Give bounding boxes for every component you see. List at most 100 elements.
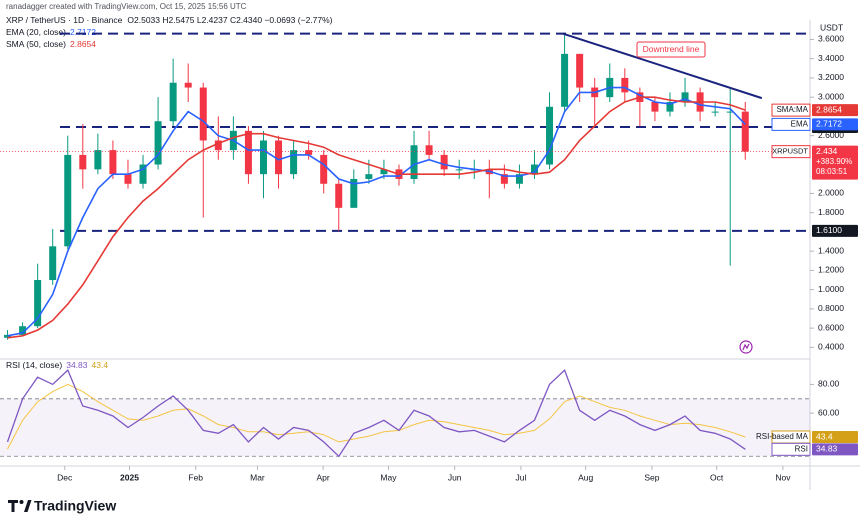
brand-logo-dot — [19, 500, 24, 504]
candle-body — [726, 111, 734, 113]
sma-legend: SMA (50, close) 2.8654 — [6, 39, 96, 49]
symbol-title: XRP / TetherUS · 1D · Binance O2.5033 H2.… — [6, 15, 333, 25]
candle-body — [365, 174, 373, 179]
rsi-value: 34.83 — [816, 444, 838, 454]
rsi-ma-value: 43.4 — [816, 431, 833, 441]
y-tick-label: 1.2000 — [818, 265, 844, 275]
last-value: 2.434 — [816, 146, 838, 156]
candle-body — [139, 164, 147, 184]
y-tick-label: 0.8000 — [818, 303, 844, 313]
candle-body — [290, 150, 298, 175]
x-tick-label: May — [380, 472, 397, 482]
last-name-box — [771, 145, 811, 159]
ema-legend: EMA (20, close) 2.7172 — [6, 27, 96, 37]
x-tick-label: 2025 — [120, 472, 139, 482]
x-tick-label: Mar — [250, 472, 265, 482]
last-countdown: 08:03:51 — [816, 167, 848, 176]
rsi-ma-tag: RSI-based MA — [756, 432, 809, 441]
ma-1-value: 2.8654 — [816, 104, 842, 114]
candle-body — [305, 150, 313, 155]
y-tick-label: 3.2000 — [818, 72, 844, 82]
last-name: XRPUSDT — [772, 147, 808, 156]
level-label: 1.6100 — [816, 225, 842, 235]
ohlc: O2.5033 H2.5475 L2.4237 C2.4340 −0.0693 … — [127, 15, 332, 25]
rsi-ma-value-box — [812, 431, 858, 444]
candle-body — [350, 178, 358, 208]
last-change: +383.90% — [816, 157, 852, 166]
ema-name: EMA (20, close) — [6, 27, 66, 37]
candle-body — [621, 77, 629, 93]
rsi-tag-box — [771, 442, 811, 456]
candle-body — [109, 150, 117, 175]
candle-body — [546, 106, 554, 165]
candle-body — [320, 154, 328, 184]
level-label-box — [812, 224, 858, 237]
y-tick-label: 3.0000 — [818, 91, 844, 101]
candle-body — [681, 92, 689, 102]
icon-mark — [742, 343, 750, 351]
icon-ring — [739, 340, 753, 354]
trendline-label-box — [636, 41, 706, 58]
candle-body — [184, 82, 192, 88]
brand: TradingView — [8, 498, 116, 514]
ma-line — [7, 96, 746, 339]
candle-body — [576, 53, 584, 88]
brand-logo-slash — [24, 500, 32, 512]
brand-name: TradingView — [34, 498, 116, 514]
y-tick-label: 0.4000 — [818, 342, 844, 352]
ma-line — [7, 86, 746, 337]
x-tick-label: Aug — [578, 472, 593, 482]
candle-body — [275, 140, 283, 175]
candle-body — [711, 111, 719, 113]
title: XRP / TetherUS · 1D · Binance — [6, 15, 123, 25]
candle-body — [651, 101, 659, 112]
candle-body — [214, 140, 222, 151]
attribution: ranadagger created with TradingView.com,… — [6, 2, 247, 11]
ma-0-tag-box — [771, 117, 811, 131]
brand-logo — [8, 500, 18, 512]
rsi-legend: RSI (14, close) 34.83 43.4 — [6, 360, 108, 370]
candle-body — [19, 326, 27, 335]
y-tick-label: 2.6000 — [818, 130, 844, 140]
candle-body — [4, 334, 12, 338]
y-tick-label: 0.6000 — [818, 322, 844, 332]
currency: USDT — [820, 22, 843, 32]
ema-last: 2.7172 — [70, 27, 96, 37]
rsi-name: RSI (14, close) — [6, 360, 62, 370]
candle-body — [335, 183, 343, 208]
x-tick-label: Jul — [515, 472, 526, 482]
x-tick-label: Jun — [448, 472, 462, 482]
ma-1-value-box — [812, 104, 858, 117]
candle-body — [380, 169, 388, 175]
x-tick-label: Nov — [775, 472, 791, 482]
candle-body — [64, 154, 72, 247]
candle-body — [154, 121, 162, 165]
candle-body — [259, 140, 267, 175]
candle-body — [515, 174, 523, 184]
candle-body — [455, 169, 463, 171]
candle-body — [124, 174, 132, 184]
x-tick-label: Oct — [710, 472, 724, 482]
y-tick-label: 1.0000 — [818, 284, 844, 294]
x-tick-label: Sep — [644, 472, 659, 482]
candle-body — [561, 53, 569, 107]
candle-body — [530, 164, 538, 175]
clock-icon — [739, 340, 753, 354]
candle-body — [79, 154, 87, 170]
candle-body — [49, 246, 57, 281]
candle-body — [666, 101, 674, 112]
rsi-ma-line — [7, 383, 746, 450]
rsi-tick-label: 60.00 — [818, 407, 840, 417]
candle-body — [500, 174, 508, 184]
y-tick-label: 1.4000 — [818, 245, 844, 255]
rsi-tag: RSI — [795, 444, 808, 453]
rsi-band — [0, 398, 810, 457]
sma-name: SMA (50, close) — [6, 39, 66, 49]
ma-1-tag: SMA:MA — [776, 105, 808, 114]
last-box — [812, 145, 858, 180]
sma-last: 2.8654 — [70, 39, 96, 49]
candle-body — [410, 145, 418, 179]
candle-body — [199, 87, 207, 141]
